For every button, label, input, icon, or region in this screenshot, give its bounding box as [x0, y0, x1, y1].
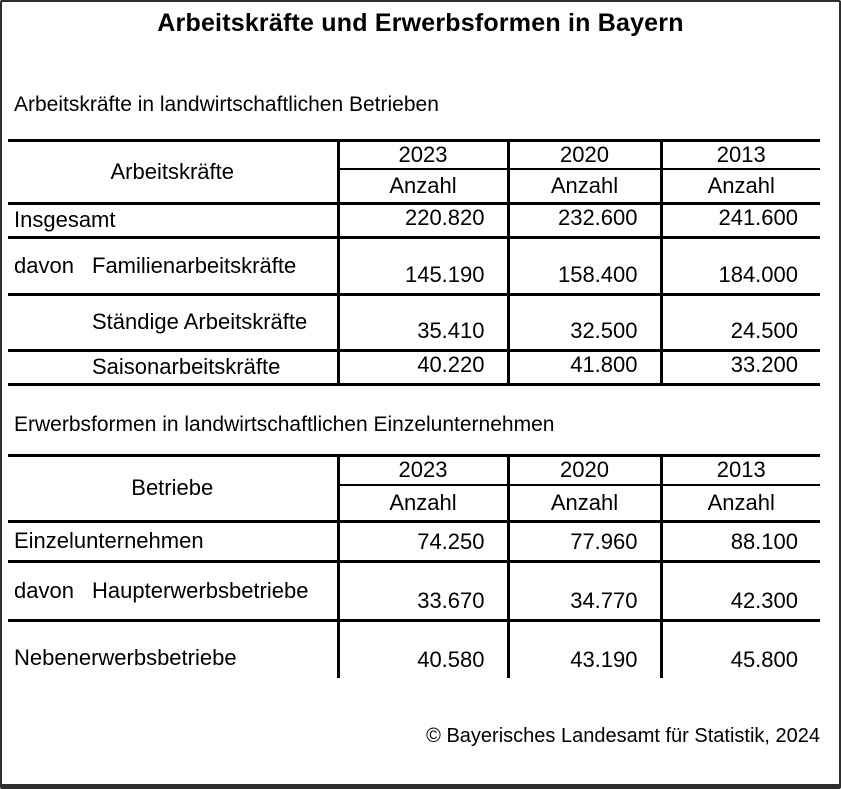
table-arbeitskraefte: Arbeitskräfte 2023 2020 2013 Anzahl Anza… — [8, 139, 820, 386]
value-cell: 33.200 — [659, 350, 820, 386]
value-cell: 40.580 — [336, 620, 508, 678]
year-header-2020: 2020 — [506, 139, 661, 170]
column-group-label: Betriebe — [8, 453, 338, 523]
value-cell: 34.770 — [506, 561, 661, 622]
row-label: Ständige Arbeitskräfte — [92, 309, 308, 334]
row-label-prefix: davon — [14, 577, 74, 603]
row-label: Familienarbeitskräfte — [92, 252, 297, 278]
value-cell: 43.190 — [506, 620, 661, 678]
row-label-cell: davon Familienarbeitskräfte — [8, 237, 338, 296]
table-row: Saisonarbeitskräfte 40.220 41.800 33.200 — [8, 350, 820, 386]
year-header-2013: 2013 — [659, 139, 820, 170]
table-header-row: Betriebe 2023 2020 2013 — [8, 453, 820, 523]
row-label: Insgesamt — [14, 207, 116, 232]
unit-header: Anzahl — [659, 169, 820, 205]
year-header-2020: 2020 — [506, 453, 661, 486]
row-label: Nebenerwerbsbetriebe — [14, 645, 237, 670]
value-cell: 184.000 — [659, 237, 820, 296]
table-erwerbsformen: Betriebe 2023 2020 2013 Anzahl Anzahl An… — [8, 453, 820, 678]
value-cell: 88.100 — [659, 521, 820, 563]
unit-header: Anzahl — [506, 169, 661, 205]
page-title: Arbeitskräfte und Erwerbsformen in Bayer… — [157, 9, 684, 37]
row-label-cell: Ständige Arbeitskräfte — [8, 294, 338, 352]
row-label: Einzelunternehmen — [14, 528, 204, 553]
section-title-arbeitskraefte: Arbeitskräfte in landwirtschaftlichen Be… — [14, 93, 439, 116]
row-label: Saisonarbeitskräfte — [92, 354, 281, 379]
value-cell: 33.670 — [336, 561, 508, 622]
year-header-2023: 2023 — [336, 139, 508, 170]
value-cell: 41.800 — [506, 350, 661, 386]
year-header-2023: 2023 — [336, 453, 508, 486]
table-row: Ständige Arbeitskräfte 35.410 32.500 24.… — [8, 294, 820, 352]
value-cell: 40.220 — [336, 350, 508, 386]
column-group-label: Arbeitskräfte — [8, 139, 338, 205]
row-label-cell: Einzelunternehmen — [8, 521, 338, 563]
table-row: Nebenerwerbsbetriebe 40.580 43.190 45.80… — [8, 620, 820, 678]
row-label: Haupterwerbsbetriebe — [92, 577, 309, 603]
unit-header: Anzahl — [336, 485, 508, 523]
value-cell: 220.820 — [336, 203, 508, 239]
footer-copyright: © Bayerisches Landesamt für Statistik, 2… — [426, 725, 820, 747]
table-row: Insgesamt 220.820 232.600 241.600 — [8, 203, 820, 239]
section-title-erwerbsformen: Erwerbsformen in landwirtschaftlichen Ei… — [14, 412, 555, 436]
year-header-2013: 2013 — [659, 453, 820, 486]
value-cell: 241.600 — [659, 203, 820, 239]
table-row: davon Haupterwerbsbetriebe 33.670 34.770 … — [8, 561, 820, 622]
row-label-prefix: davon — [14, 252, 74, 278]
table-row: davon Familienarbeitskräfte 145.190 158.4… — [8, 237, 820, 296]
table-unit-row: Anzahl Anzahl Anzahl — [8, 169, 820, 205]
unit-header: Anzahl — [659, 485, 820, 523]
unit-header: Anzahl — [336, 169, 508, 205]
row-label-cell: Nebenerwerbsbetriebe — [8, 620, 338, 678]
value-cell: 232.600 — [506, 203, 661, 239]
value-cell: 77.960 — [506, 521, 661, 563]
row-label-cell: Saisonarbeitskräfte — [8, 350, 338, 386]
value-cell: 32.500 — [506, 294, 661, 352]
value-cell: 45.800 — [659, 620, 820, 678]
value-cell: 145.190 — [336, 237, 508, 296]
value-cell: 35.410 — [336, 294, 508, 352]
row-label-cell: davon Haupterwerbsbetriebe — [8, 561, 338, 622]
unit-header: Anzahl — [506, 485, 661, 523]
value-cell: 24.500 — [659, 294, 820, 352]
row-label-cell: Insgesamt — [8, 203, 338, 239]
table-header-row: Arbeitskräfte 2023 2020 2013 — [8, 139, 820, 205]
value-cell: 42.300 — [659, 561, 820, 622]
value-cell: 74.250 — [336, 521, 508, 563]
table-unit-row: Anzahl Anzahl Anzahl — [8, 485, 820, 523]
table-row: Einzelunternehmen 74.250 77.960 88.100 — [8, 521, 820, 563]
value-cell: 158.400 — [506, 237, 661, 296]
